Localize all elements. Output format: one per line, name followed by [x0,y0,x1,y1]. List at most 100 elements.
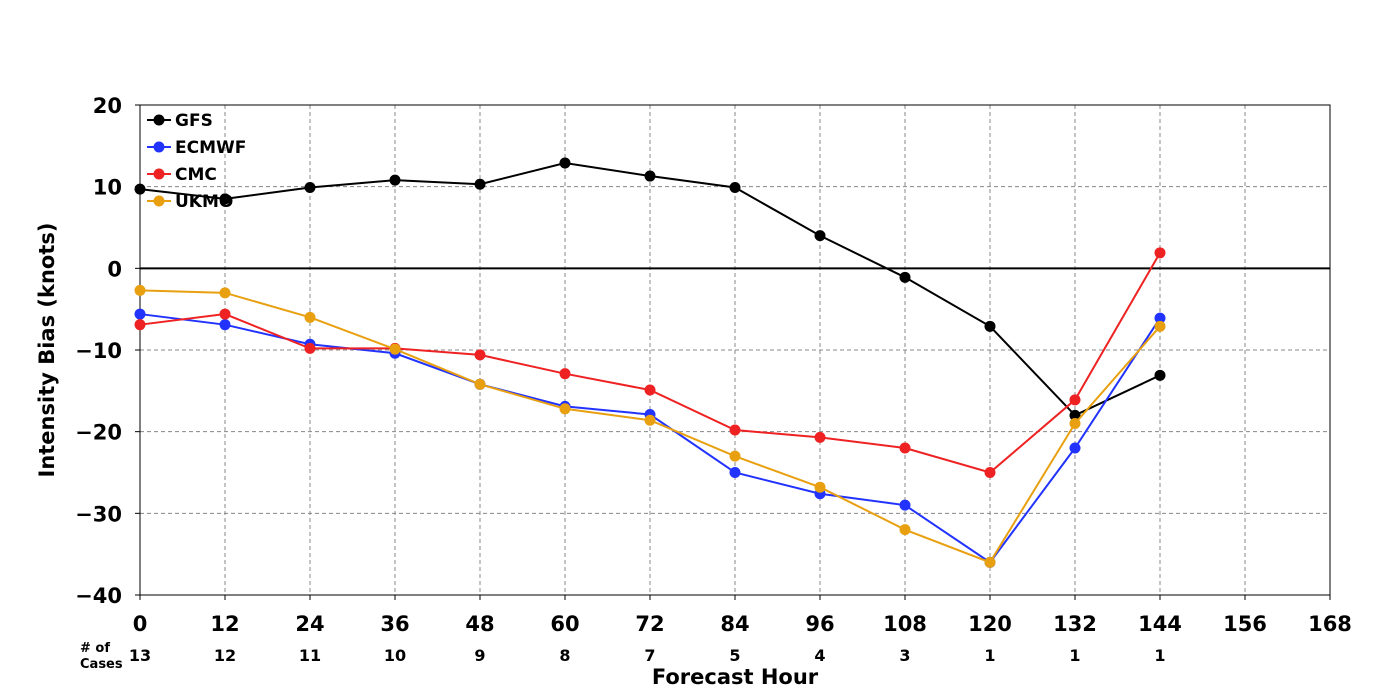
data-point [814,481,826,493]
x-tick-label: 24 [295,612,324,636]
legend-label: GFS [175,111,213,131]
legend-entry-ukmo: UKMO [147,192,233,212]
data-point [134,284,146,296]
data-point [134,319,146,331]
x-tick-label: 156 [1223,612,1267,636]
data-point [644,170,656,182]
cases-title-line: # of [80,641,110,656]
data-point [474,178,486,190]
x-tick-label: 132 [1053,612,1097,636]
data-point [814,230,826,242]
series-ukmo [134,284,1166,568]
data-point [1069,418,1081,429]
data-point [304,181,316,193]
data-point [559,368,571,380]
data-point [899,442,911,454]
x-tick-label: 96 [805,612,834,636]
data-point [1154,320,1166,332]
y-tick-label: 0 [107,257,122,281]
data-point [219,308,231,320]
cases-title-line: Cases [80,657,123,672]
legend-swatch-marker [153,114,165,126]
case-count: 7 [644,646,655,665]
data-point [559,403,571,415]
data-point [1154,312,1166,324]
data-point [644,384,656,396]
x-tick-label: 120 [968,612,1012,636]
data-point [984,320,996,332]
x-axis-ticks: 0 12 24 36 48 60 72 84 96 108 120 132 144 156 168 [133,595,1352,636]
data-point [984,467,996,478]
y-tick-label: 10 [93,176,122,200]
case-count: 3 [899,646,910,665]
data-point [304,342,316,354]
case-count: 5 [729,646,740,665]
case-count: 1 [1069,646,1080,665]
data-point [814,431,826,443]
data-point [219,287,231,299]
y-axis-title: Intensity Bias (knots) [35,223,59,478]
legend: GFS ECMWF CMC UKMO [147,111,246,212]
data-point [474,349,486,361]
data-point [729,181,741,193]
series-gfs [134,157,1166,421]
x-tick-label: 108 [883,612,927,636]
data-point [219,319,231,331]
case-count: 12 [214,646,236,665]
cases-title: # of Cases [80,641,123,672]
x-tick-label: 36 [380,612,409,636]
legend-swatch-marker [153,141,165,153]
x-tick-label: 168 [1308,612,1352,636]
data-point [899,271,911,283]
x-axis-title: Forecast Hour [652,665,819,689]
case-count: 9 [474,646,485,665]
x-tick-label: 144 [1138,612,1182,636]
data-point [304,311,316,323]
legend-entry-ecmwf: ECMWF [147,138,246,158]
case-count: 8 [559,646,570,665]
legend-label: CMC [175,165,217,185]
series-line [139,252,1161,474]
data-point [899,524,911,536]
x-tick-label: 72 [635,612,664,636]
y-axis-ticks: 20 10 0 −10 −20 −30 −40 [75,94,140,608]
y-tick-label: 20 [93,94,122,118]
legend-swatch-marker [153,168,165,180]
legend-entry-cmc: CMC [147,165,217,185]
data-point [1069,394,1081,406]
legend-swatch-marker [153,195,165,207]
data-point [559,157,571,169]
data-point [729,467,741,478]
data-point [219,193,231,205]
data-point [389,343,401,355]
data-point [134,308,146,320]
case-count: 13 [129,646,151,665]
legend-label: ECMWF [175,138,246,158]
x-tick-label: 84 [720,612,749,636]
case-count: 4 [814,646,825,665]
y-tick-label: −10 [75,339,122,363]
legend-label: UKMO [175,192,233,212]
data-point [1154,369,1166,381]
x-tick-label: 12 [210,612,239,636]
y-tick-label: −30 [75,502,122,526]
data-point [984,556,996,568]
data-point [1069,409,1081,421]
case-count: 1 [1154,646,1165,665]
x-tick-label: 0 [133,612,148,636]
data-point [474,378,486,390]
data-point [729,424,741,436]
case-counts: # of Cases 13 12 11 10 9 8 7 5 4 3 1 1 1 [80,641,1166,672]
data-point [134,183,146,195]
case-count: 10 [384,646,406,665]
x-tick-label: 60 [550,612,579,636]
grid [140,105,1330,595]
case-count: 1 [984,646,995,665]
y-tick-label: −40 [75,584,122,608]
x-tick-label: 48 [465,612,494,636]
data-point [729,450,741,462]
data-point [389,174,401,186]
series [134,157,1166,568]
data-point [899,499,911,511]
